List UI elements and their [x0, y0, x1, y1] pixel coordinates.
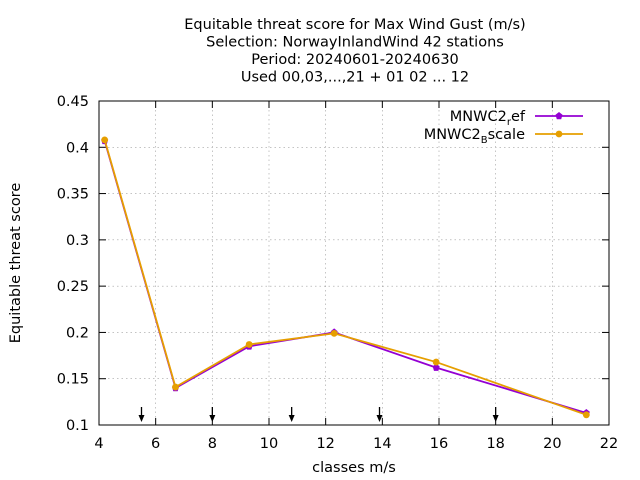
- series-line: [103, 139, 587, 416]
- legend-label-sub: r: [507, 117, 512, 128]
- class-arrow: [209, 407, 216, 422]
- x-tick-label: 8: [208, 436, 217, 452]
- y-tick-labels: 0.1 0.15 0.2 0.25 0.3 0.35 0.4 0.45: [57, 94, 89, 434]
- x-tick-label: 10: [260, 436, 278, 452]
- legend-swatch-marker: [555, 130, 563, 138]
- title-line: Selection: NorwayInlandWind 42 stations: [206, 35, 504, 51]
- title-line: Period: 20240601-20240630: [251, 52, 459, 68]
- x-tick-label: 18: [486, 436, 504, 452]
- legend-label: MNWC2Bscale: [424, 127, 525, 146]
- series: [101, 136, 590, 419]
- x-tick-label: 22: [600, 436, 618, 452]
- plot-frame: [98, 100, 610, 426]
- axis-ticks: [98, 100, 610, 426]
- series-line: [103, 140, 587, 414]
- legend-label-tail: ef: [511, 109, 526, 125]
- y-tick-label: 0.45: [57, 94, 89, 110]
- legend-label: MNWC2ref: [450, 109, 526, 128]
- data-point: [245, 341, 253, 348]
- data-point: [432, 358, 440, 366]
- y-tick-label: 0.1: [66, 418, 89, 434]
- class-arrow: [138, 407, 145, 422]
- data-point: [101, 136, 109, 144]
- class-arrow: [376, 407, 383, 422]
- legend-label-main: MNWC2: [450, 109, 507, 125]
- title-line: Equitable threat score for Max Wind Gust…: [184, 17, 525, 33]
- class-arrow: [492, 407, 499, 422]
- y-axis-label: Equitable threat score: [8, 183, 24, 344]
- data-point: [172, 383, 179, 391]
- x-axis-label: classes m/s: [312, 460, 396, 476]
- y-tick-label: 0.15: [57, 372, 89, 388]
- class-markers: [138, 407, 499, 422]
- title-line: Used 00,03,...,21 + 01 02 ... 12: [241, 70, 469, 86]
- legend-label-tail: scale: [488, 127, 525, 143]
- x-tick-labels: 4 6 8 10 12 14 16 18 20 22: [94, 436, 618, 452]
- legend-label-sub: B: [481, 135, 488, 146]
- y-tick-label: 0.3: [66, 233, 89, 249]
- chart-title: Equitable threat score for Max Wind Gust…: [184, 17, 525, 86]
- legend-swatch-marker: [555, 112, 563, 120]
- grid: [99, 101, 609, 425]
- x-tick-label: 14: [373, 436, 391, 452]
- x-tick-label: 4: [94, 436, 103, 452]
- y-tick-label: 0.2: [66, 325, 89, 341]
- legend-item: MNWC2Bscale: [424, 127, 583, 146]
- data-point: [330, 329, 338, 337]
- y-tick-label: 0.25: [57, 279, 89, 295]
- data-point: [582, 411, 590, 419]
- data-point: [432, 363, 440, 371]
- legend-item: MNWC2ref: [450, 109, 583, 128]
- x-tick-label: 16: [430, 436, 448, 452]
- y-tick-label: 0.4: [66, 140, 89, 156]
- y-tick-label: 0.35: [57, 187, 89, 203]
- legend-label-main: MNWC2: [424, 127, 481, 143]
- class-arrow: [288, 407, 295, 422]
- x-tick-label: 20: [543, 436, 561, 452]
- x-tick-label: 12: [316, 436, 334, 452]
- x-tick-label: 6: [151, 436, 160, 452]
